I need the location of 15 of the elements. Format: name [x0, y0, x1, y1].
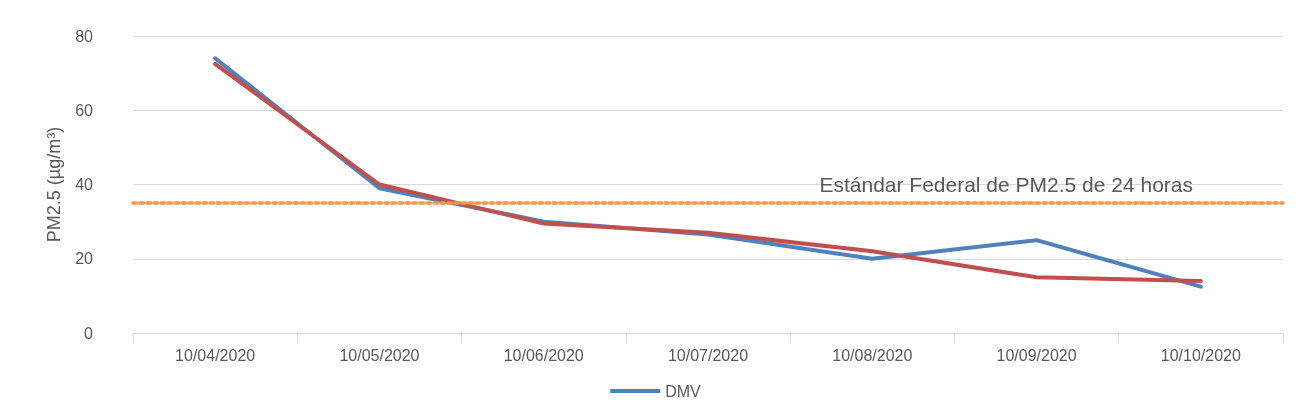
x-tick-label: 10/04/2020: [175, 346, 256, 364]
y-tick-label: 60: [75, 101, 94, 119]
ref-line-label: Estándar Federal de PM2.5 de 24 horas: [819, 173, 1193, 197]
x-tick-label: 10/06/2020: [503, 346, 584, 364]
y-tick-label: 80: [75, 27, 94, 45]
x-tick-label: 10/10/2020: [1160, 346, 1241, 364]
y-tick-label: 0: [84, 324, 94, 342]
x-tick-label: 10/07/2020: [667, 346, 749, 364]
x-tick-label: 10/09/2020: [996, 346, 1077, 364]
y-tick-label: 40: [75, 176, 94, 193]
x-tick-label: 10/05/2020: [339, 346, 420, 364]
x-tick-label: 10/08/2020: [832, 346, 913, 364]
legend-label: DMV: [665, 382, 702, 400]
y-axis-title: PM2.5 (µg/m³): [44, 126, 64, 243]
y-tick-label: 20: [75, 250, 94, 268]
